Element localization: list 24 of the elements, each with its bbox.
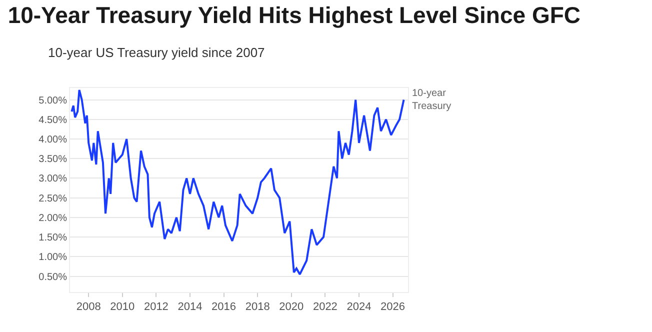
x-tick-label: 2024 <box>346 301 372 314</box>
y-tick-label: 1.00% <box>38 252 68 264</box>
annotation: 10-year Treasury <box>412 88 452 112</box>
chart-title: 10-Year Treasury Yield Hits Highest Level Since GFC <box>8 2 581 28</box>
x-tick-label: 2026 <box>380 301 406 314</box>
x-tick-label: 2018 <box>245 301 270 314</box>
x-tick-label: 2016 <box>212 301 236 314</box>
x-tick-label: 2008 <box>76 301 101 314</box>
x-tick-label: 2012 <box>144 301 168 314</box>
line-series <box>70 88 405 276</box>
x-tick-label: 2014 <box>178 301 202 314</box>
y-tick-label: 0.50% <box>38 272 68 283</box>
chart-subtitle: 10-year US Treasury yield since 2007 <box>48 45 265 60</box>
x-tick-label: 2020 <box>279 301 304 314</box>
x-tick-label: 2010 <box>110 301 135 314</box>
y-tick-label: 1.50% <box>38 232 68 244</box>
y-tick-label: 2.00% <box>38 212 68 224</box>
y-tick-label: 4.50% <box>38 114 68 126</box>
y-tick-label: 3.00% <box>38 174 68 185</box>
y-tick-label: 5.00% <box>38 95 68 106</box>
x-tick-label: 2022 <box>312 301 338 314</box>
y-tick-label: 2.50% <box>38 193 68 204</box>
y-tick-label: 3.50% <box>38 154 68 166</box>
y-tick-label: 4.00% <box>38 134 68 146</box>
